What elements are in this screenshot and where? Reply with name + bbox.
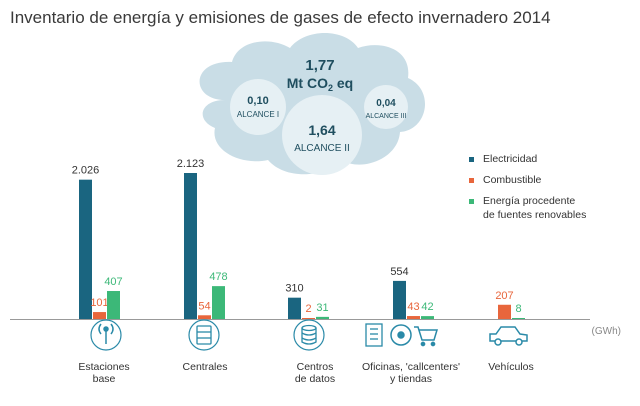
data-label-electricidad-3: 554 (390, 266, 408, 278)
alcance1-circle (230, 79, 286, 135)
legend-label-combustible-0: Combustible (483, 174, 542, 186)
category-label-3-1: y tiendas (390, 373, 432, 385)
bar-renovable-4 (512, 318, 525, 319)
legend-swatch-electricidad (469, 157, 474, 162)
legend-swatch-combustible (469, 178, 474, 183)
category-label-1-0: Centrales (183, 361, 228, 373)
bar-renovable-3 (421, 316, 434, 319)
bar-electricidad-2 (288, 297, 301, 319)
category-label-0-0: Estaciones (78, 361, 129, 373)
legend-label-renovable-1: de fuentes renovables (483, 209, 586, 221)
bar-combustible-3 (407, 316, 420, 319)
category-label-0-1: base (93, 373, 116, 385)
data-label-electricidad-2: 310 (285, 283, 303, 295)
chart-title: Inventario de energía y emisiones de gas… (10, 8, 551, 27)
alcance3-value: 0,04 (376, 98, 396, 109)
alcance2-circle (282, 95, 362, 175)
bar-electricidad-3 (393, 280, 406, 319)
shopping-cart-icon (414, 326, 439, 347)
data-label-renovable-0: 407 (104, 276, 122, 288)
bar-combustible-1 (198, 315, 211, 319)
server-rack-icon (188, 319, 220, 351)
bar-combustible-4 (498, 304, 511, 319)
alcance3-label: ALCANCE III (366, 113, 407, 120)
category-label-2-0: Centros (297, 361, 334, 373)
data-label-combustible-2: 2 (305, 303, 311, 315)
data-label-renovable-2: 31 (316, 302, 328, 314)
alcance1-label: ALCANCE I (237, 110, 279, 119)
alcance3-circle (364, 85, 408, 129)
data-label-electricidad-0: 2.026 (72, 165, 100, 177)
total-value: 1,77 (305, 57, 334, 74)
headset-icon (390, 324, 412, 346)
data-label-renovable-1: 478 (209, 271, 227, 283)
data-label-combustible-3: 43 (407, 301, 419, 313)
data-label-combustible-1: 54 (198, 300, 210, 312)
alcance2-value: 1,64 (308, 122, 335, 138)
database-icon (293, 319, 325, 351)
legend-swatch-renovable (469, 199, 474, 204)
category-label-4-0: Vehículos (488, 361, 534, 373)
data-label-renovable-3: 42 (421, 301, 433, 313)
bar-renovable-0 (107, 291, 120, 319)
total-unit: Mt CO2 eq (287, 75, 353, 93)
legend-label-renovable-0: Energía procedente (483, 195, 575, 207)
data-label-renovable-4: 8 (515, 303, 521, 315)
unit-label: (GWh) (592, 326, 621, 337)
legend: Electricidad Combustible Energía procedent… (469, 153, 586, 221)
data-label-electricidad-1: 2.123 (177, 158, 205, 170)
alcance2-label: ALCANCE II (294, 143, 350, 154)
bar-electricidad-0 (79, 179, 92, 319)
building-icon (365, 323, 383, 347)
car-icon (489, 326, 528, 346)
bar-renovable-1 (212, 286, 225, 319)
emissions-cloud: 1,77 Mt CO2 eq 0,10 ALCANCE I 1,64 ALCAN… (199, 33, 426, 175)
category-label-3-0: Oficinas, 'callcenters' (362, 361, 460, 373)
data-label-combustible-4: 207 (495, 290, 513, 302)
bar-combustible-2 (302, 318, 315, 319)
alcance1-value: 0,10 (247, 95, 268, 107)
legend-label-electricidad-0: Electricidad (483, 153, 537, 165)
bar-renovable-2 (316, 316, 329, 319)
bar-electricidad-1 (184, 173, 197, 319)
antenna-icon (90, 319, 122, 351)
category-label-2-1: de datos (295, 373, 335, 385)
data-label-combustible-0: 101 (90, 297, 108, 309)
bar-combustible-0 (93, 312, 106, 319)
